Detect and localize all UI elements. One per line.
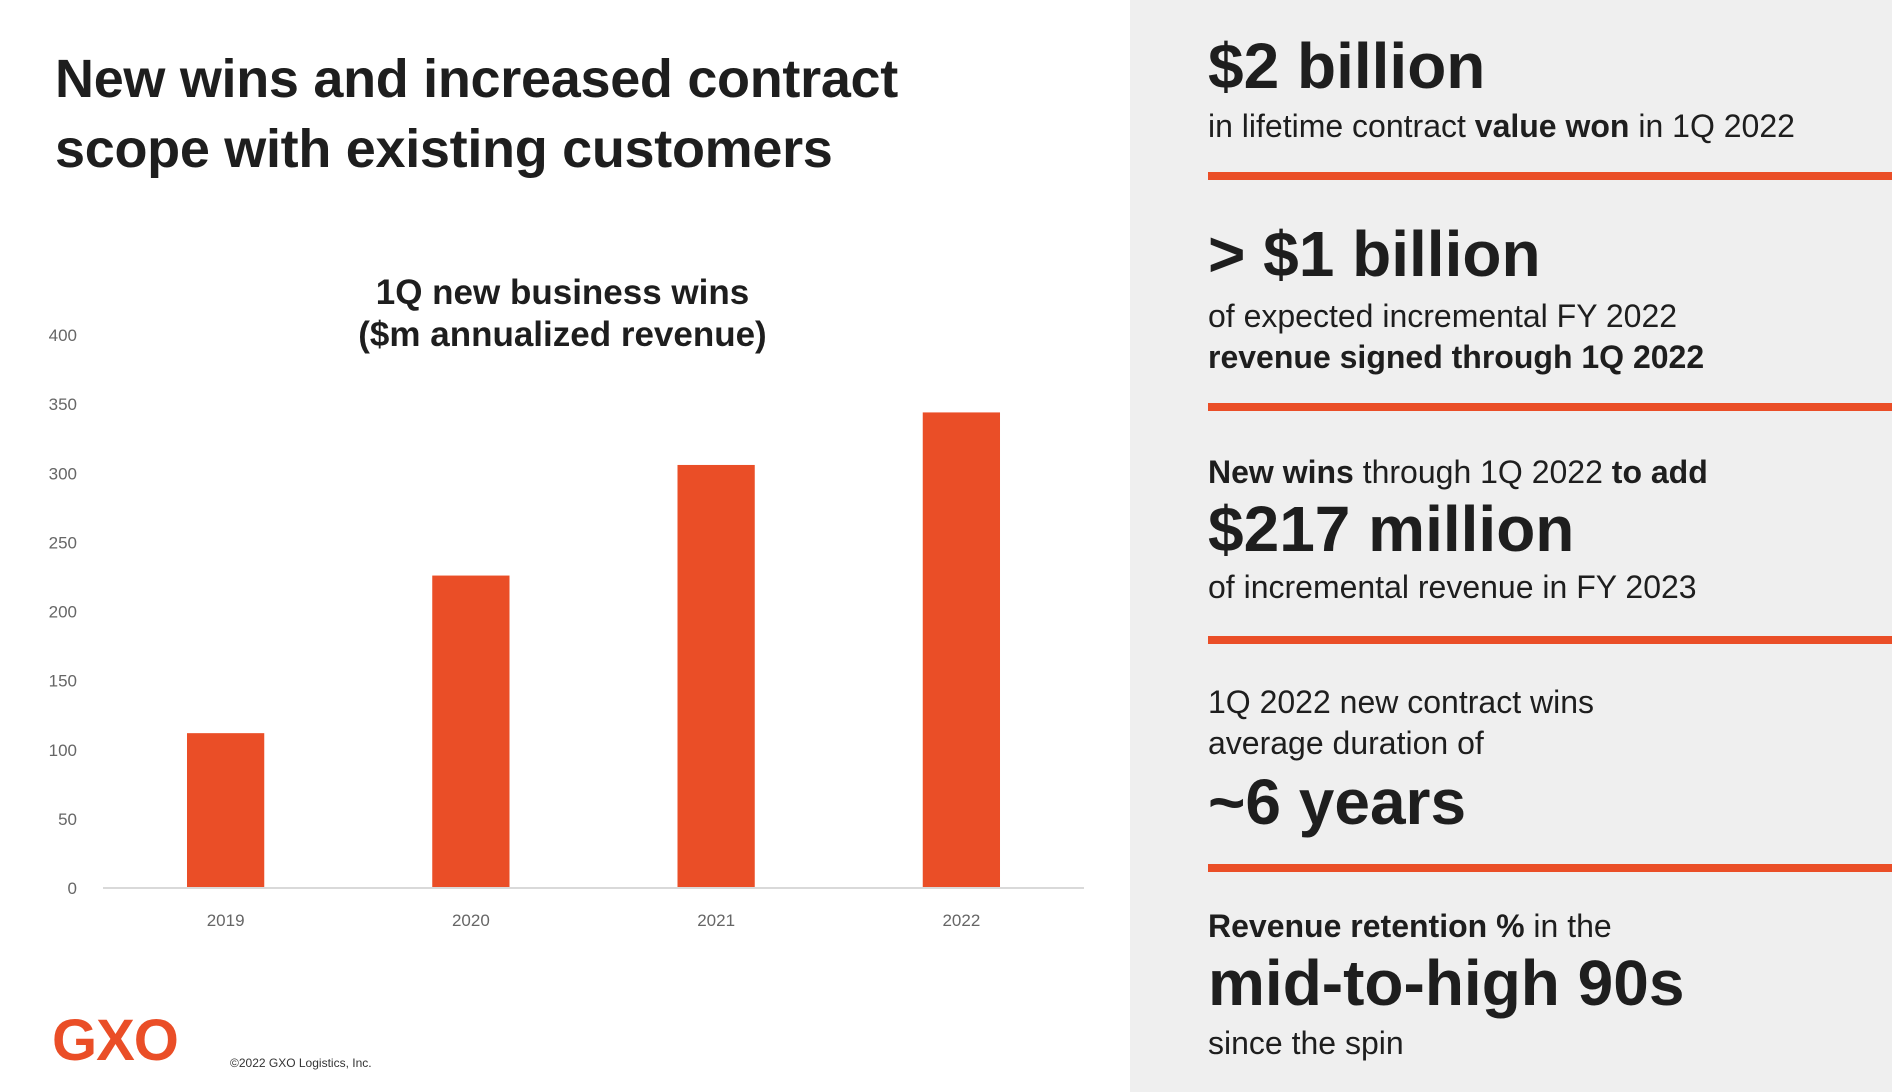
divider-rule (1208, 864, 1892, 872)
y-tick-label: 300 (49, 464, 77, 483)
stat-pretext-line-2: average duration of (1208, 725, 1484, 761)
slide-title-line-1: New wins and increased contract (55, 49, 898, 109)
y-tick-label: 250 (49, 533, 77, 552)
y-axis: 0 50 100 150 200 250 300 350 400 (49, 326, 77, 898)
stat-pretext: New wins through 1Q 2022 to add (1208, 452, 1892, 493)
stat-pretext-emphasis: New wins (1208, 454, 1354, 490)
x-tick-label: 2019 (207, 911, 245, 930)
x-axis: 2019 2020 2021 2022 (207, 911, 981, 930)
bar-2021 (677, 464, 755, 888)
x-tick-label: 2022 (942, 911, 980, 930)
y-tick-label: 150 (49, 672, 77, 691)
divider-rule (1208, 172, 1892, 180)
chart-title: 1Q new business wins ($m annualized reve… (300, 272, 825, 356)
stat-headline: > $1 billion (1208, 218, 1541, 290)
y-tick-label: 0 (68, 879, 77, 898)
bar-2022 (922, 412, 1001, 888)
x-tick-label: 2021 (697, 911, 735, 930)
y-tick-label: 350 (49, 395, 77, 414)
stat-subtext: in lifetime contract value won in 1Q 202… (1208, 106, 1892, 147)
stat-subtext-emphasis: value won (1474, 108, 1630, 144)
stat-subtext: of incremental revenue in FY 2023 (1208, 569, 1697, 605)
y-tick-label: 400 (49, 326, 77, 345)
slide-title-line-2: scope with existing customers (55, 119, 833, 179)
stat-subtext-line-2: revenue signed through 1Q 2022 (1208, 339, 1705, 375)
stat-subtext-part: in 1Q 2022 (1629, 108, 1795, 144)
stat-revenue-retention: Revenue retention % in the mid-to-high 9… (1208, 906, 1892, 1064)
stat-expected-incremental-revenue: > $1 billion of expected incremental FY … (1208, 218, 1892, 378)
stat-pretext-emphasis: Revenue retention % (1208, 908, 1525, 944)
stat-subtext-part: in lifetime contract (1208, 108, 1475, 144)
stat-headline: $2 billion (1208, 30, 1486, 102)
stat-headline: $217 million (1208, 493, 1575, 565)
stat-pretext-part: in the (1524, 908, 1612, 944)
stat-pretext: Revenue retention % in the (1208, 906, 1892, 947)
stat-pretext-line-1: 1Q 2022 new contract wins (1208, 684, 1594, 720)
bar-2019 (186, 733, 265, 888)
divider-rule (1208, 636, 1892, 644)
stat-new-wins-fy2023: New wins through 1Q 2022 to add $217 mil… (1208, 452, 1892, 608)
stat-headline: ~6 years (1208, 766, 1467, 838)
bars (186, 412, 1001, 888)
stat-subtext-line-1: of expected incremental FY 2022 (1208, 298, 1678, 334)
stat-pretext-emphasis: to add (1611, 454, 1708, 490)
slide-title: New wins and increased contract scope wi… (55, 44, 898, 184)
stat-average-duration: 1Q 2022 new contract wins average durati… (1208, 682, 1892, 838)
x-tick-label: 2020 (452, 911, 490, 930)
y-tick-label: 200 (49, 603, 77, 622)
chart-title-line-1: 1Q new business wins (375, 273, 750, 312)
stats-panel (1130, 0, 1892, 1092)
y-tick-label: 100 (49, 741, 77, 760)
gxo-logo: GXO (52, 1008, 179, 1073)
stat-lifetime-contract-value: $2 billion in lifetime contract value wo… (1208, 30, 1892, 147)
y-tick-label: 50 (58, 810, 77, 829)
stat-subtext: since the spin (1208, 1025, 1404, 1061)
chart-title-line-2: ($m annualized revenue) (358, 315, 767, 354)
divider-rule (1208, 403, 1892, 411)
stat-pretext-part: through 1Q 2022 (1353, 454, 1612, 490)
bar-2020 (432, 575, 510, 888)
stat-headline: mid-to-high 90s (1208, 947, 1685, 1019)
bar-chart: 0 50 100 150 200 250 300 350 400 2019 2020 2021 202… (49, 326, 1084, 930)
copyright-notice: ©2022 GXO Logistics, Inc. (230, 1056, 372, 1070)
